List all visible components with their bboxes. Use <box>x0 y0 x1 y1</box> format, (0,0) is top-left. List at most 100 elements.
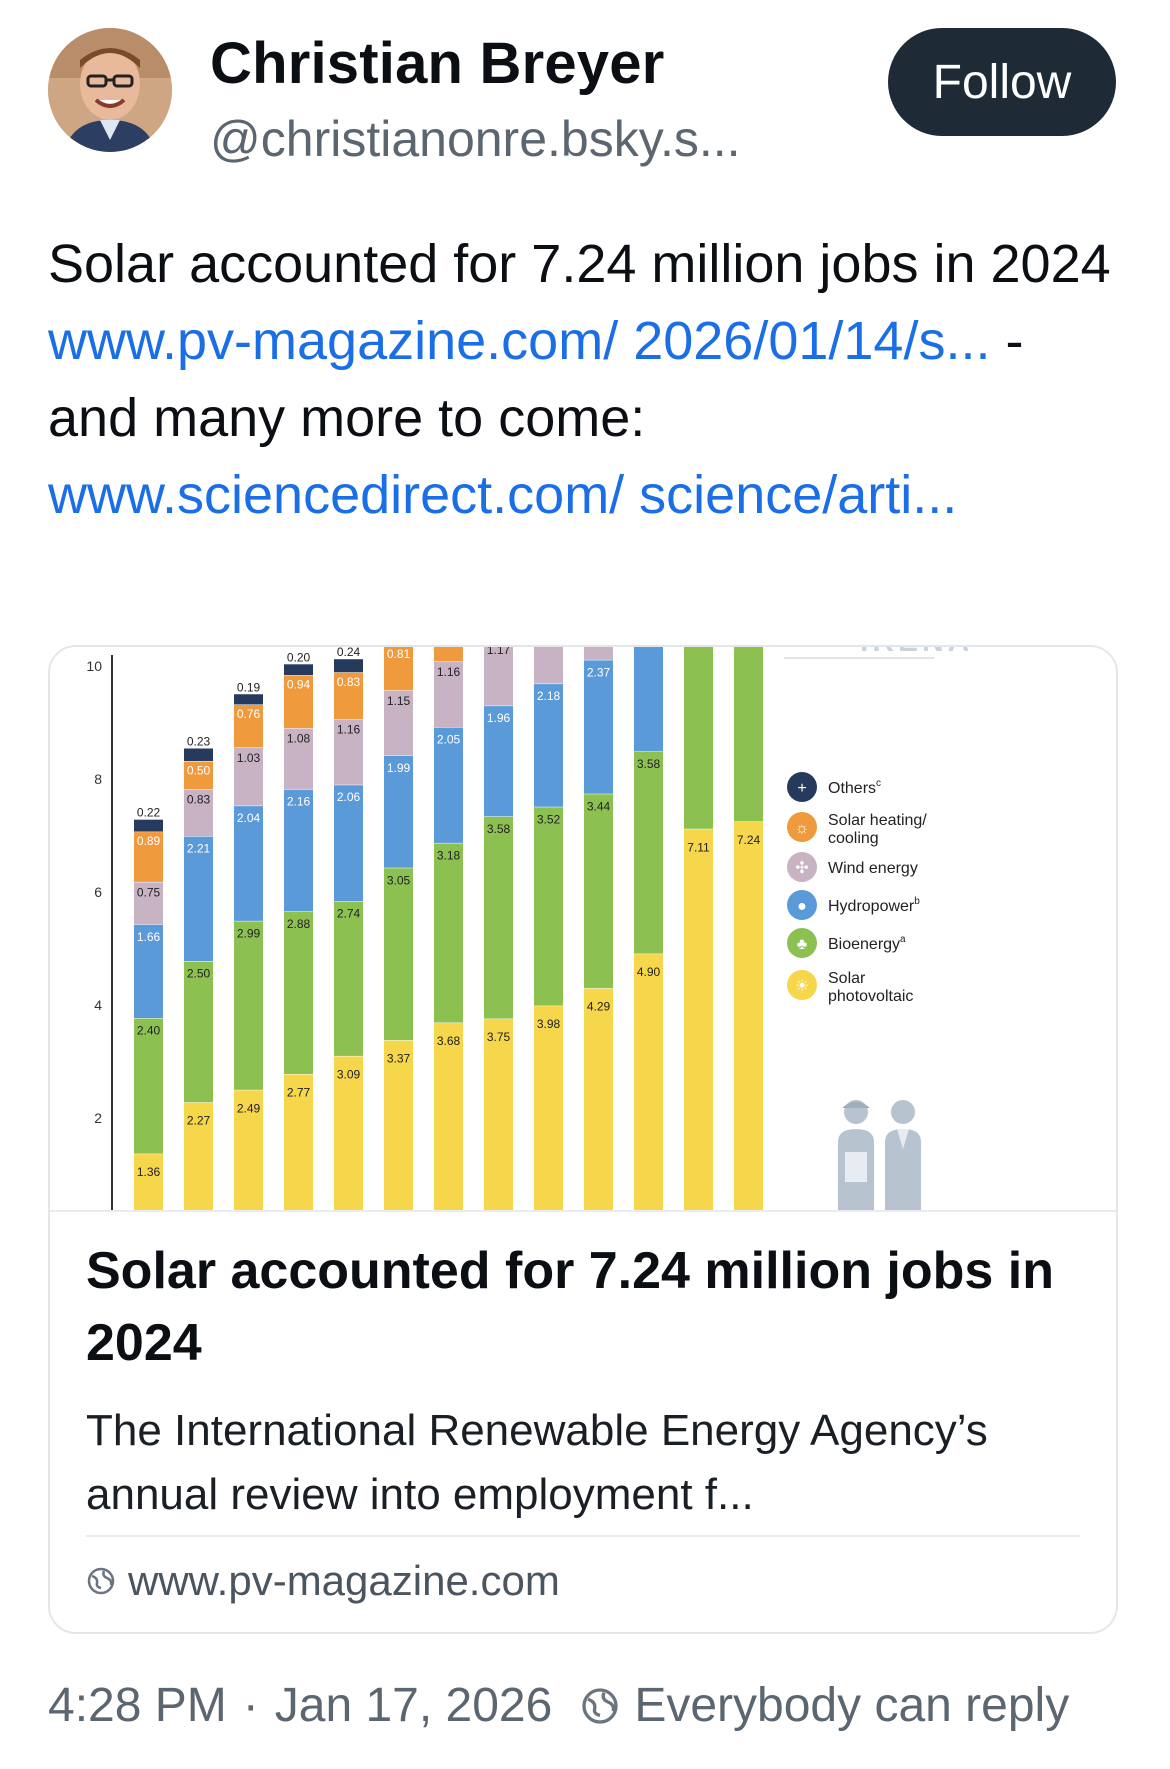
bar-data-label: 1.36 <box>137 1165 161 1179</box>
bar-segment <box>584 647 613 660</box>
bar-data-label: 3.58 <box>487 822 511 836</box>
y-tick-label: 2 <box>94 1110 102 1126</box>
post-link-sciencedirect[interactable]: www.sciencedirect.com/ science/arti... <box>48 465 958 525</box>
avatar[interactable] <box>48 28 172 152</box>
bar-segment <box>484 706 513 817</box>
y-tick-label: 10 <box>86 658 102 674</box>
author-name[interactable]: Christian Breyer <box>210 31 665 96</box>
post-text: Solar accounted for 7.24 million jobs in… <box>48 226 1128 534</box>
bar-data-label: 1.66 <box>137 930 161 944</box>
bar-segment <box>434 662 463 728</box>
bar-data-label: 3.68 <box>437 1034 461 1048</box>
card-description: The International Renewable Energy Agenc… <box>86 1406 988 1519</box>
bar-segment <box>284 789 313 912</box>
bar-data-label: 0.83 <box>187 793 211 807</box>
post-link-pv-magazine[interactable]: www.pv-magazine.com/ 2026/01/14/s... <box>48 311 991 371</box>
legend-icon-glyph: ☀ <box>795 978 809 995</box>
reply-setting[interactable]: Everybody can reply <box>580 1678 1069 1733</box>
bar-segment <box>184 748 213 761</box>
follow-button[interactable]: Follow <box>888 28 1116 136</box>
bar-segment <box>184 789 213 837</box>
bar-data-label: 2.88 <box>287 917 311 931</box>
bar-segment <box>434 727 463 843</box>
bar-data-label: 0.94 <box>287 678 311 692</box>
bar-segment <box>634 647 663 752</box>
card-title[interactable]: Solar accounted for 7.24 million jobs in… <box>86 1242 1054 1372</box>
legend-label: Solar <box>828 970 866 987</box>
bar-data-label: 2.49 <box>237 1101 261 1115</box>
irena-watermark: IRENA <box>784 647 969 659</box>
bar-segment <box>234 694 263 705</box>
bar-data-label: 2.21 <box>187 842 211 856</box>
bar-data-label: 3.58 <box>637 757 661 771</box>
card-domain-text: www.pv-magazine.com <box>128 1557 560 1604</box>
bar-data-label: 1.96 <box>487 711 511 725</box>
bar-segment <box>634 954 663 1210</box>
bar-segment <box>384 868 413 1041</box>
bar-data-label: 2.18 <box>537 689 561 703</box>
post-footer: 4:28 PM · Jan 17, 2026 Everybody can rep… <box>48 1678 1069 1733</box>
bar-segment <box>434 843 463 1023</box>
bar-data-label: 3.18 <box>437 848 461 862</box>
bar-segment <box>184 761 213 790</box>
author-handle[interactable]: @christianonre.bsky.s... <box>210 111 741 167</box>
legend-label: Wind energy <box>828 860 918 877</box>
bar-data-label: 2.74 <box>337 907 361 921</box>
bar-segment <box>234 747 263 806</box>
legend-icon <box>787 772 817 802</box>
post-time: 4:28 PM <box>48 1679 227 1732</box>
post-text-segment: Solar accounted for 7.24 million jobs in… <box>48 234 1111 294</box>
stacked-bar-chart: IRENA 24681012141618 1.362.401.660.750.8… <box>50 647 1116 1210</box>
bar-segment <box>234 704 263 748</box>
link-preview-card[interactable]: IRENA 24681012141618 1.362.401.660.750.8… <box>48 645 1118 1634</box>
card-domain[interactable]: www.pv-magazine.com <box>86 1557 560 1605</box>
legend-label: Othersc <box>828 778 881 797</box>
legend-label: Bioenergya <box>828 934 906 953</box>
bar-segment <box>134 882 163 925</box>
bar-segment <box>684 647 713 829</box>
bar-segment <box>334 719 363 785</box>
bar-data-label: 0.83 <box>337 675 361 689</box>
bar-segment <box>384 755 413 868</box>
bar-segment <box>684 829 713 1210</box>
bar-segment <box>284 1074 313 1210</box>
legend-icon-glyph: + <box>797 780 806 797</box>
y-tick-label: 8 <box>94 771 102 787</box>
bar-data-label: 0.89 <box>137 834 161 848</box>
legend-icon-glyph: ☼ <box>795 820 810 837</box>
bar-data-label: 2.04 <box>237 811 261 825</box>
bar-data-label: 0.19 <box>237 680 261 694</box>
chart-image: IRENA 24681012141618 1.362.401.660.750.8… <box>50 647 1116 1210</box>
bar-segment <box>384 1040 413 1210</box>
bar-data-label: 2.05 <box>437 733 461 747</box>
bar-data-label: 2.77 <box>287 1085 311 1099</box>
legend-icon-glyph: ● <box>797 898 807 915</box>
bar-segment <box>534 807 563 1006</box>
bar-data-label: 1.03 <box>237 751 261 765</box>
post-header: Christian Breyer @christianonre.bsky.s..… <box>0 0 1170 200</box>
bar-segment <box>334 901 363 1056</box>
bar-data-label: 0.75 <box>137 885 161 899</box>
bar-data-label: 3.52 <box>537 812 561 826</box>
legend-label: Hydropowerb <box>828 896 920 915</box>
bar-data-label: 2.16 <box>287 795 311 809</box>
bar-data-label: 2.27 <box>187 1114 211 1128</box>
bar-data-label: 1.16 <box>437 665 461 679</box>
bar-data-label: 3.44 <box>587 799 611 813</box>
bar-segment <box>234 921 263 1090</box>
bar-segment <box>284 728 313 790</box>
bar-data-label: 4.29 <box>587 1000 611 1014</box>
bar-data-label: 3.75 <box>487 1030 511 1044</box>
bar-data-label: 1.16 <box>337 723 361 737</box>
bar-data-label: 2.50 <box>187 966 211 980</box>
globe-icon <box>582 1687 618 1724</box>
bar-data-label: 1.17 <box>487 647 511 657</box>
y-tick-label: 4 <box>94 997 102 1013</box>
bar-data-label: 3.98 <box>537 1017 561 1031</box>
bar-data-label: 3.05 <box>387 873 411 887</box>
card-divider <box>50 1210 1116 1212</box>
bar-data-label: 1.15 <box>387 694 411 708</box>
bar-segment <box>184 836 213 961</box>
bar-data-label: 0.50 <box>187 763 211 777</box>
bar-segment <box>134 1018 163 1154</box>
